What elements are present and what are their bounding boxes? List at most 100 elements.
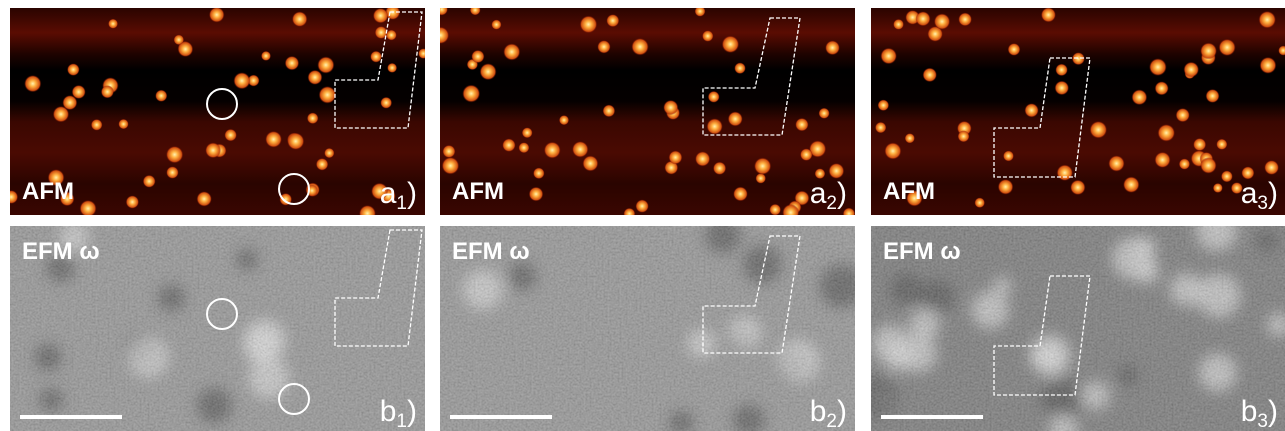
tag-part: ) [407, 177, 417, 210]
particle [1154, 152, 1170, 168]
particle [491, 19, 501, 29]
scale-bar [881, 415, 983, 419]
particle [1070, 180, 1085, 195]
particle [166, 146, 184, 164]
tag-part: 3 [1257, 193, 1268, 214]
particle [1193, 138, 1206, 151]
particle [934, 13, 950, 29]
tag-part: ) [837, 395, 847, 428]
particle [635, 199, 649, 213]
particle [754, 157, 771, 174]
particle [205, 142, 221, 158]
particle [1221, 170, 1233, 182]
particle [1183, 62, 1199, 78]
particle [317, 56, 334, 73]
particle [631, 38, 649, 56]
particle [265, 131, 282, 148]
particle [782, 204, 799, 221]
particle [559, 115, 569, 125]
particle [79, 200, 96, 217]
particle [1072, 52, 1085, 65]
figure: AFMa1)AFMa2)AFMa3)EFM ωb1)EFM ωb2)EFM ωb… [0, 0, 1285, 431]
particle [572, 141, 589, 158]
panel-label: EFM ω [22, 238, 100, 265]
tag-part: b [380, 395, 397, 428]
particle [4, 190, 18, 204]
particle [418, 48, 429, 59]
particle [1008, 43, 1021, 56]
particle [143, 175, 156, 188]
particle [1024, 103, 1038, 117]
tag-part: b [1241, 395, 1258, 428]
panel: EFM ωb2) [440, 218, 863, 431]
particle [915, 11, 930, 26]
particle [196, 191, 211, 206]
particle [1200, 42, 1217, 59]
particle [734, 62, 746, 74]
particle [1090, 121, 1108, 139]
particle [1149, 58, 1167, 76]
particle [533, 167, 545, 179]
particle [292, 11, 308, 27]
tag-part: 3 [1257, 411, 1268, 431]
particle [769, 204, 781, 216]
particle [518, 142, 529, 153]
particle [62, 95, 77, 110]
particle [126, 195, 139, 208]
particle [1264, 160, 1279, 175]
particle [1055, 64, 1068, 77]
panel-label: AFM [452, 178, 504, 205]
particle [1057, 164, 1074, 181]
particle [1258, 11, 1276, 29]
particle [878, 99, 890, 111]
particle [733, 187, 748, 202]
particle [101, 85, 114, 98]
panel: EFM ωb3) [856, 209, 1285, 431]
particle [606, 14, 619, 27]
particle [722, 35, 740, 53]
particle [442, 145, 455, 158]
particle [893, 19, 904, 30]
particle [502, 138, 516, 152]
particle [209, 7, 225, 23]
particle [166, 166, 179, 179]
particle [324, 148, 334, 158]
particle [1041, 7, 1056, 22]
particle [923, 68, 937, 82]
particle [233, 72, 250, 89]
particle [387, 63, 397, 73]
particle [373, 8, 389, 24]
particle [1260, 57, 1277, 74]
particle [480, 63, 497, 80]
particle [1157, 124, 1175, 142]
tag-part: a [810, 177, 827, 210]
particle [603, 104, 616, 117]
tag-part: ) [837, 177, 847, 210]
particle [544, 142, 561, 159]
particle [1131, 89, 1147, 105]
particle [522, 127, 533, 138]
particle [974, 197, 985, 208]
particle [319, 86, 337, 104]
panel: EFM ωb1) [10, 222, 425, 431]
particle [998, 179, 1014, 195]
particle [825, 40, 840, 55]
particle [582, 155, 598, 171]
particle [958, 12, 972, 26]
particle [1179, 158, 1190, 169]
particle [800, 148, 813, 161]
particle [503, 43, 520, 60]
particle [307, 70, 322, 85]
particle [435, 3, 448, 16]
tag-part: ) [407, 395, 417, 428]
particle [380, 97, 392, 109]
particle [442, 157, 460, 175]
particle [118, 119, 128, 129]
tag-part: 2 [826, 411, 837, 431]
panel: AFMa3) [871, 7, 1285, 215]
particle [1155, 81, 1169, 95]
particle [663, 100, 678, 115]
tag-part: ) [1268, 177, 1278, 210]
particle [529, 187, 544, 202]
